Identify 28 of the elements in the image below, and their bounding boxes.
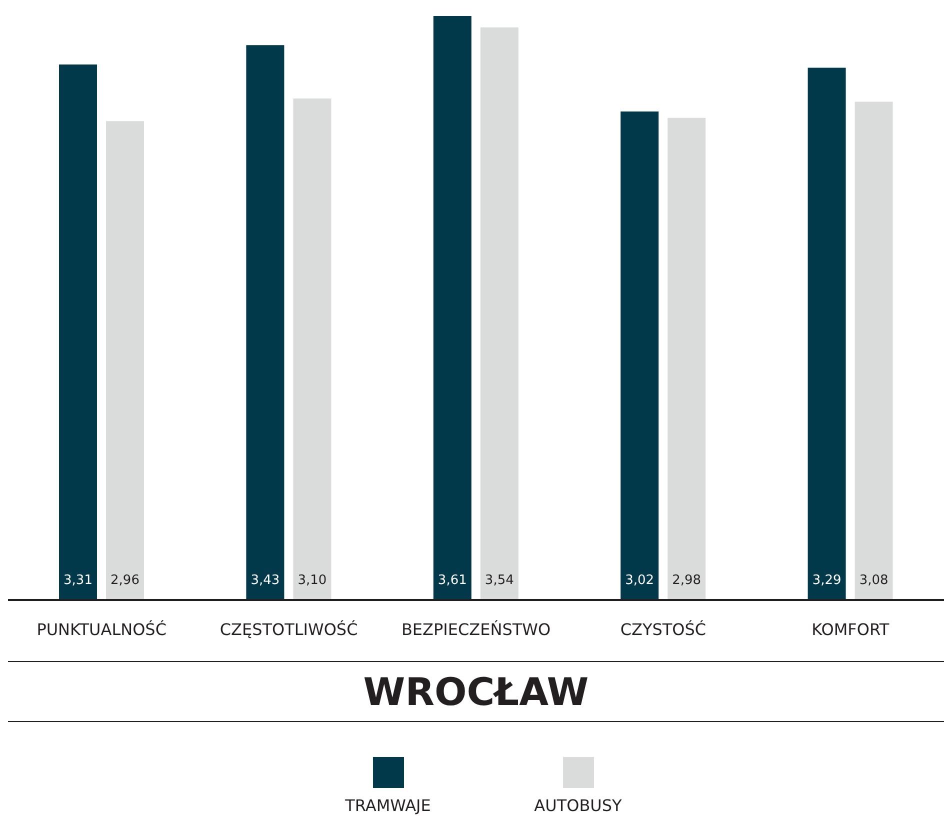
bar [808,68,846,600]
bar [246,45,284,600]
data-label: 3,61 [438,572,467,588]
x-tick-label: PUNKTUALNOŚĆ [36,620,167,640]
data-label: 3,31 [64,572,92,588]
text: WROCŁAW [8,661,944,722]
bar [433,16,472,600]
data-label: 3,10 [298,572,327,588]
bar [620,111,659,600]
x-tick-label: KOMFORT [812,620,890,640]
data-label: 2,98 [672,572,702,588]
data-label: 3,54 [484,572,514,588]
data-label: 3,08 [859,572,888,588]
x-tick-label: CZĘSTOTLIWOŚĆ [220,620,358,640]
bar [480,27,518,600]
data-label: 3,02 [625,572,654,588]
x-tick-label: BEZPIECZEŃSTWO [401,620,551,640]
data-label: 2,96 [110,572,140,588]
x-tick-label: CZYSTOŚĆ [620,620,706,640]
bar [668,118,706,600]
bar [106,121,144,600]
data-label: 3,29 [812,572,842,588]
bar [293,98,332,600]
legend-label: TRAMWAJE [345,796,431,816]
legend-label: AUTOBUSY [534,796,622,816]
data-label: 3,43 [250,572,280,588]
bar [854,102,893,600]
bar [59,64,97,600]
